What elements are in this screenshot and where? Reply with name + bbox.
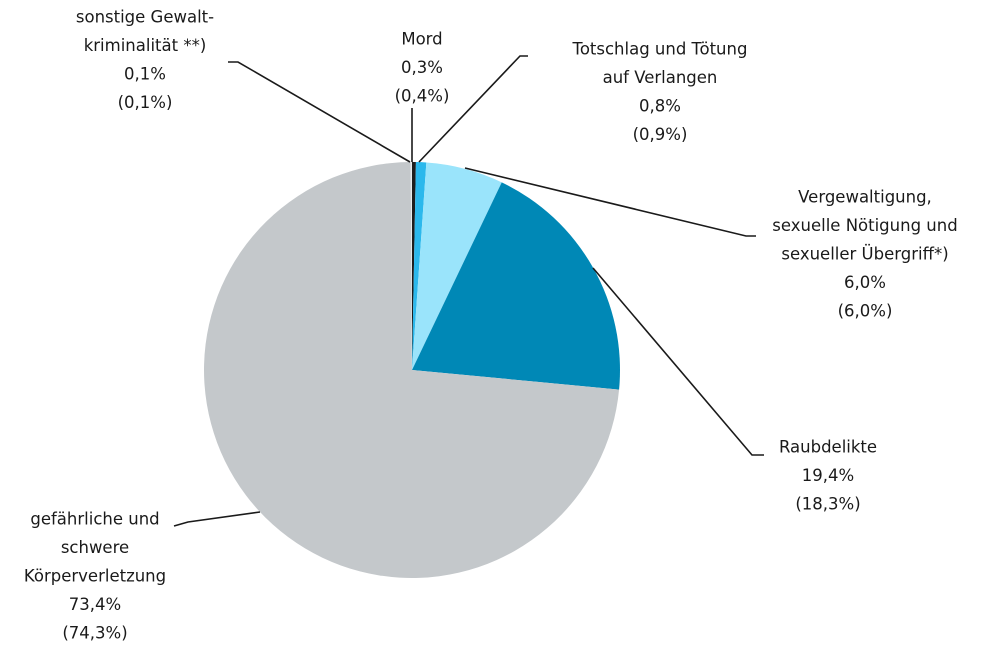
slice-label: schwere bbox=[61, 538, 129, 557]
prior-value-label: (6,0%) bbox=[838, 302, 893, 321]
prior-value-label: (0,4%) bbox=[395, 87, 450, 106]
prior-value-label: (0,9%) bbox=[633, 125, 688, 144]
prior-value-label: (0,1%) bbox=[118, 93, 173, 112]
pie-slice bbox=[412, 162, 416, 370]
value-label: 6,0% bbox=[844, 273, 886, 292]
leader-line bbox=[228, 61, 411, 163]
slice-label: auf Verlangen bbox=[603, 68, 718, 87]
leader-line bbox=[418, 55, 528, 163]
pie-slice bbox=[412, 182, 620, 390]
slice-label: Vergewaltigung, bbox=[798, 188, 932, 207]
prior-value-label: (18,3%) bbox=[795, 495, 860, 514]
pie-slice bbox=[412, 162, 502, 370]
value-label: 73,4% bbox=[69, 595, 121, 614]
slice-label: sonstige Gewalt- bbox=[76, 8, 214, 27]
leader-line bbox=[173, 511, 261, 527]
value-label: 19,4% bbox=[802, 466, 854, 485]
value-label: 0,1% bbox=[124, 65, 166, 84]
slice-label: kriminalität **) bbox=[84, 36, 207, 55]
value-label: 0,3% bbox=[401, 58, 443, 77]
pie-slice bbox=[204, 162, 620, 579]
slice-label: sexuelle Nötigung und bbox=[772, 216, 957, 235]
pie-slice bbox=[412, 162, 427, 370]
value-label: 0,8% bbox=[639, 97, 681, 116]
slice-label: Mord bbox=[401, 30, 442, 49]
slice-label: gefährliche und bbox=[30, 510, 159, 529]
slice-label: Raubdelikte bbox=[779, 438, 877, 457]
pie-slice bbox=[410, 162, 412, 370]
leader-line bbox=[464, 167, 756, 237]
prior-value-label: (74,3%) bbox=[62, 624, 127, 643]
slice-label: Körperverletzung bbox=[24, 567, 166, 586]
slice-label: sexueller Übergriff*) bbox=[781, 245, 948, 264]
slice-label: Totschlag und Tötung bbox=[572, 40, 748, 59]
leader-line bbox=[592, 267, 764, 456]
